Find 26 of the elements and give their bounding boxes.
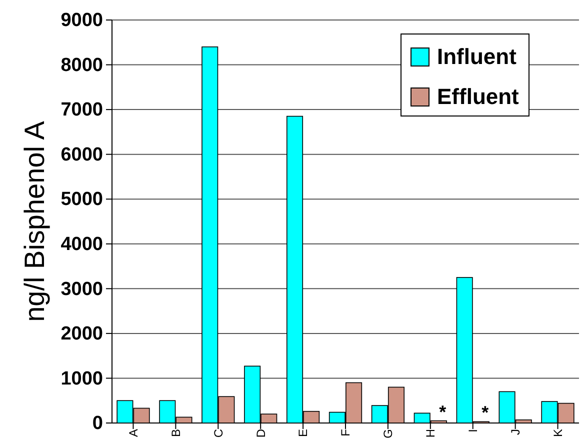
y-tick-label: 9000 <box>60 10 103 32</box>
y-tick-label: 4000 <box>60 234 103 255</box>
x-tick-label: B <box>168 429 183 438</box>
y-tick-label: 5000 <box>60 189 103 210</box>
y-tick-label: 6000 <box>60 144 103 166</box>
x-tick-label: A <box>126 429 140 438</box>
y-tick-label: 8000 <box>60 54 103 76</box>
legend-label: Influent <box>437 44 518 69</box>
y-tick-label: 3000 <box>60 278 103 300</box>
x-tick-label: K <box>550 429 565 438</box>
y-axis-title: ng/l Bisphenol A <box>19 120 50 322</box>
x-tick-label: J <box>508 429 523 435</box>
y-tick-label: 2000 <box>60 324 103 345</box>
legend-label: Effluent <box>437 84 520 109</box>
annotation: * <box>482 402 489 423</box>
x-tick-label: F <box>338 429 353 436</box>
y-tick-label: 1000 <box>60 368 103 390</box>
x-tick-label: G <box>381 429 396 438</box>
annotation: * <box>439 402 446 422</box>
y-tick-label: 7000 <box>60 100 103 121</box>
y-tick-label: 0 <box>92 413 103 434</box>
x-tick-label: C <box>211 428 226 438</box>
x-tick-label: H <box>424 429 438 438</box>
x-tick-label: I <box>466 429 480 432</box>
x-tick-label: E <box>296 429 310 438</box>
x-tick-label: D <box>254 428 268 438</box>
